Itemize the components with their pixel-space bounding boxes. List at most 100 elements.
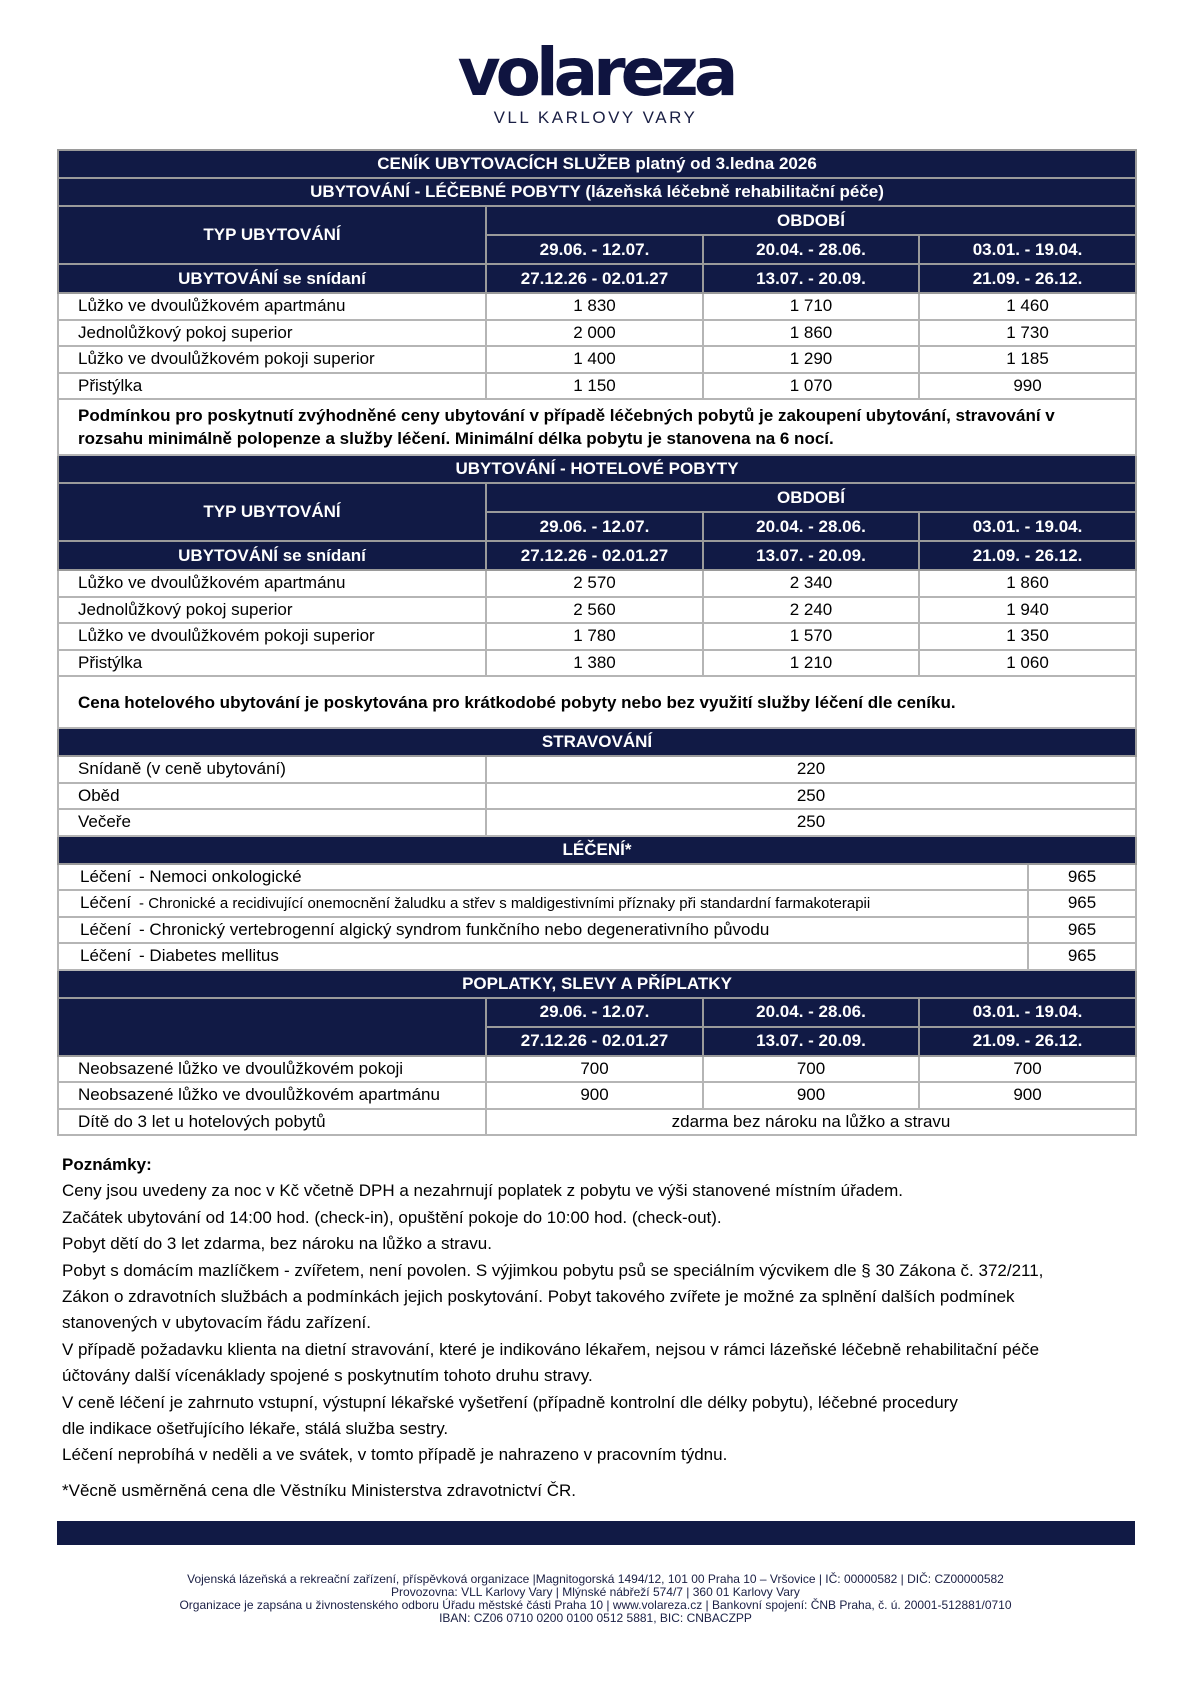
note-line: Zákon o zdravotních službách a podmínkác…	[62, 1287, 1015, 1307]
note-line: dle indikace ošetřujícího lékaře, stálá …	[62, 1419, 449, 1439]
price: 965	[1026, 942, 1138, 971]
footer-bar	[57, 1521, 1135, 1545]
note-line: V ceně léčení je zahrnuto vstupní, výstu…	[62, 1392, 958, 1412]
price: 1 150	[485, 371, 704, 400]
room-type: Lůžko ve dvoulůžkovém pokoji superior	[57, 622, 487, 651]
period-end: 13.07. - 20.09.	[702, 540, 920, 571]
table-row: Lůžko ve dvoulůžkovém apartmánu 2 570 2 34…	[57, 569, 1138, 598]
room-type: Jednolůžkový pokoj superior	[57, 595, 487, 624]
note-line: účtovány další vícenáklady spojené s pos…	[62, 1366, 593, 1386]
price: zdarma bez nároku na lůžko a stravu	[484, 1107, 1138, 1136]
price: 700	[917, 1054, 1138, 1083]
period-end: 13.07. - 20.09.	[702, 1025, 920, 1057]
section-title: POPLATKY, SLEVY A PŘÍPLATKY	[56, 968, 1138, 999]
price: 1 830	[485, 292, 704, 321]
table-row: Lůžko ve dvoulůžkovém apartmánu 1 830 1 71…	[57, 292, 1138, 321]
price: 1 350	[917, 622, 1138, 651]
section-title: LÉČENÍ*	[56, 834, 1138, 865]
room-type: Lůžko ve dvoulůžkovém apartmánu	[57, 569, 487, 598]
price: 1 860	[702, 318, 920, 347]
price: 1 940	[917, 595, 1138, 624]
footer-line: Provozovna: VLL Karlovy Vary | Mlýnské n…	[391, 1585, 800, 1599]
price-table: CENÍK UBYTOVACÍCH SLUŽEB platný od 3.led…	[56, 149, 1138, 1136]
period-end: 21.09. - 26.12.	[917, 263, 1138, 294]
price: 1 210	[702, 648, 920, 677]
note-line: Pobyt s domácím mazlíčkem - zvířetem, ne…	[62, 1260, 1044, 1280]
note-row: Cena hotelového ubytování je poskytována…	[56, 675, 1138, 729]
table-row: Oběd 250	[57, 781, 1138, 810]
note-line: Léčení neprobíhá v neděli a ve svátek, v…	[62, 1445, 728, 1465]
table-row: Léčení - Nemoci onkologické 965	[57, 862, 1138, 891]
price: 1 730	[917, 318, 1138, 347]
note-line: Pobyt dětí do 3 let zdarma, bez nároku n…	[62, 1234, 492, 1254]
period-start: 29.06. - 12.07.	[485, 511, 704, 542]
sub-header: UBYTOVÁNÍ se snídaní	[57, 540, 487, 571]
table-row: Léčení - Diabetes mellitus 965	[57, 942, 1138, 971]
period-start: 29.06. - 12.07.	[485, 996, 704, 1028]
treatment-label: - Nemoci onkologické	[139, 866, 302, 886]
header-row: 29.06. - 12.07. 20.04. - 28.06. 03.01. - 1…	[57, 996, 1138, 1057]
period-end: 21.09. - 26.12.	[917, 540, 1138, 571]
table-row: Neobsazené lůžko ve dvoulůžkovém apartmá…	[57, 1081, 1138, 1110]
footer-line[interactable]: Organizace je zapsána u živnostenského o…	[179, 1598, 1012, 1612]
note-line: Začátek ubytování od 14:00 hod. (check-i…	[62, 1207, 722, 1227]
section-title-row: UBYTOVÁNÍ - LÉČEBNÉ POBYTY (lázeňská léč…	[56, 177, 1138, 207]
price: 1 380	[485, 648, 704, 677]
meal-name: Oběd	[57, 781, 487, 810]
table-row: Léčení - Chronické a recidivující onemocn…	[57, 889, 1138, 918]
section-title-row: POPLATKY, SLEVY A PŘÍPLATKY	[56, 968, 1138, 999]
price: 1 400	[485, 345, 704, 374]
treatment-label: - Chronické a recidivující onemocnění ža…	[139, 895, 871, 913]
period-end: 13.07. - 20.09.	[702, 263, 920, 294]
price: 900	[917, 1081, 1138, 1110]
price: 2 560	[485, 595, 704, 624]
period-header: OBDOBÍ	[484, 482, 1138, 513]
title-row: CENÍK UBYTOVACÍCH SLUŽEB platný od 3.led…	[56, 149, 1138, 179]
price: 1 710	[702, 292, 920, 321]
period-end: 27.12.26 - 02.01.27	[485, 540, 704, 571]
section-title: UBYTOVÁNÍ - HOTELOVÉ POBYTY	[56, 454, 1138, 484]
table-row: Přistýlka 1 150 1 070 990	[57, 371, 1138, 400]
period-start: 20.04. - 28.06.	[702, 511, 920, 542]
price: 220	[484, 755, 1138, 784]
price: 965	[1026, 889, 1138, 918]
table-row: Neobsazené lůžko ve dvoulůžkovém pokoji 7…	[57, 1054, 1138, 1083]
section-note: Cena hotelového ubytování je poskytována…	[56, 675, 1138, 729]
table-row: Lůžko ve dvoulůžkovém pokoji superior 1 4…	[57, 345, 1138, 374]
treatment-label: - Chronický vertebrogenní algický syndro…	[139, 919, 770, 939]
note-line: Ceny jsou uvedeny za noc v Kč včetně DPH…	[62, 1181, 903, 1201]
price: 700	[485, 1054, 704, 1083]
header-row: UBYTOVÁNÍ se snídaní 27.12.26 - 02.01.27 1…	[57, 263, 1138, 294]
table-row: Dítě do 3 let u hotelových pobytů zdarma …	[57, 1107, 1138, 1136]
period-end: 27.12.26 - 02.01.27	[485, 1025, 704, 1057]
treatment-prefix: Léčení	[80, 919, 132, 939]
price: 1 185	[917, 345, 1138, 374]
price: 965	[1026, 915, 1138, 944]
table-row: Lůžko ve dvoulůžkovém pokoji superior 1 7…	[57, 622, 1138, 651]
period-start: 20.04. - 28.06.	[702, 996, 920, 1028]
notes-title: Poznámky:	[62, 1155, 152, 1174]
price: 2 240	[702, 595, 920, 624]
section-title-row: UBYTOVÁNÍ - HOTELOVÉ POBYTY	[56, 454, 1138, 484]
header-row: 29.06. - 12.07. 20.04. - 28.06. 03.01. - 1…	[58, 234, 1138, 265]
table-row: Snídaně (v ceně ubytování) 220	[57, 755, 1138, 784]
sub-header: UBYTOVÁNÍ se snídaní	[57, 263, 487, 294]
note-line: V případě požadavku klienta na dietní st…	[62, 1339, 1040, 1359]
period-end: 27.12.26 - 02.01.27	[485, 263, 704, 294]
meal-name: Večeře	[57, 808, 487, 837]
price: 1 460	[917, 292, 1138, 321]
price: 1 860	[917, 569, 1138, 598]
fee-name: Neobsazené lůžko ve dvoulůžkovém apartmá…	[57, 1081, 487, 1110]
room-type: Jednolůžkový pokoj superior	[57, 318, 487, 347]
fee-name: Dítě do 3 let u hotelových pobytů	[57, 1107, 487, 1136]
table-row: Přistýlka 1 380 1 210 1 060	[57, 648, 1138, 677]
type-header: TYP UBYTOVÁNÍ	[57, 205, 487, 265]
treatment-name: Léčení - Nemoci onkologické	[57, 862, 1029, 891]
price: 2 340	[702, 569, 920, 598]
notes: Poznámky: Ceny jsou uvedeny za noc v Kč …	[62, 1152, 1142, 1504]
room-type: Přistýlka	[57, 648, 487, 677]
meal-name: Snídaně (v ceně ubytování)	[57, 755, 487, 784]
treatment-prefix: Léčení	[80, 866, 132, 886]
period-end: 21.09. - 26.12.	[917, 1025, 1138, 1057]
price: 990	[917, 371, 1138, 400]
